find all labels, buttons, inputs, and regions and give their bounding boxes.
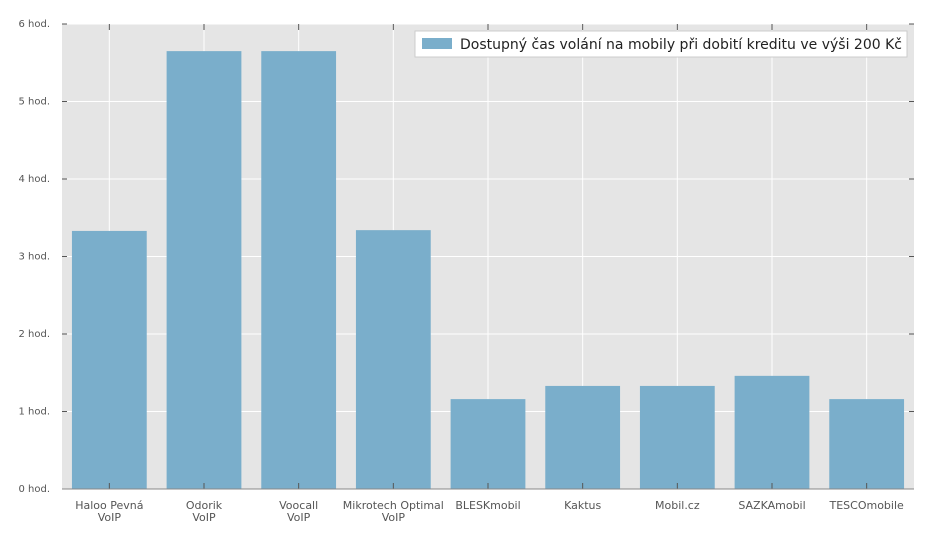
bar	[166, 51, 242, 489]
legend-label: Dostupný čas volání na mobily při dobití…	[460, 37, 902, 53]
y-tick-label: 4 hod.	[18, 174, 50, 185]
x-tick-label: Haloo Pevná VoIP	[75, 499, 143, 524]
x-tick-label: TESCOmobile	[829, 499, 905, 512]
x-axis: Haloo Pevná VoIP Odorik VoIP Voocall VoIP Mikr…	[62, 24, 914, 524]
x-tick-label: Kaktus	[564, 499, 601, 512]
bar	[450, 399, 526, 489]
legend-box	[414, 30, 908, 58]
y-tick-label: 0 hod.	[18, 484, 50, 495]
bar	[261, 51, 337, 489]
y-tick-label: 1 hod.	[18, 407, 50, 418]
x-tick-label: Odorik VoIP	[186, 499, 223, 524]
y-tick-label: 3 hod.	[18, 252, 50, 263]
bar	[639, 385, 715, 489]
bar	[355, 230, 431, 489]
x-tick-label: Mobil.cz	[655, 499, 700, 512]
bars	[71, 51, 905, 490]
x-tick-label: SAZKAmobil	[738, 499, 805, 512]
y-tick-label: 2 hod.	[18, 329, 50, 340]
x-tick-label: Voocall VoIP	[279, 499, 318, 524]
bar	[71, 230, 147, 490]
y-tick-label: 5 hod.	[18, 97, 50, 108]
legend: Dostupný čas volání na mobily při dobití…	[414, 30, 908, 58]
y-tick-label: 6 hod.	[18, 19, 50, 30]
x-tick-label: BLESKmobil	[455, 499, 520, 512]
bar	[545, 385, 621, 489]
bar	[734, 375, 810, 489]
bar	[829, 399, 905, 489]
x-tick-label: Mikrotech Optimal VoIP	[343, 499, 444, 524]
legend-swatch	[422, 38, 452, 49]
